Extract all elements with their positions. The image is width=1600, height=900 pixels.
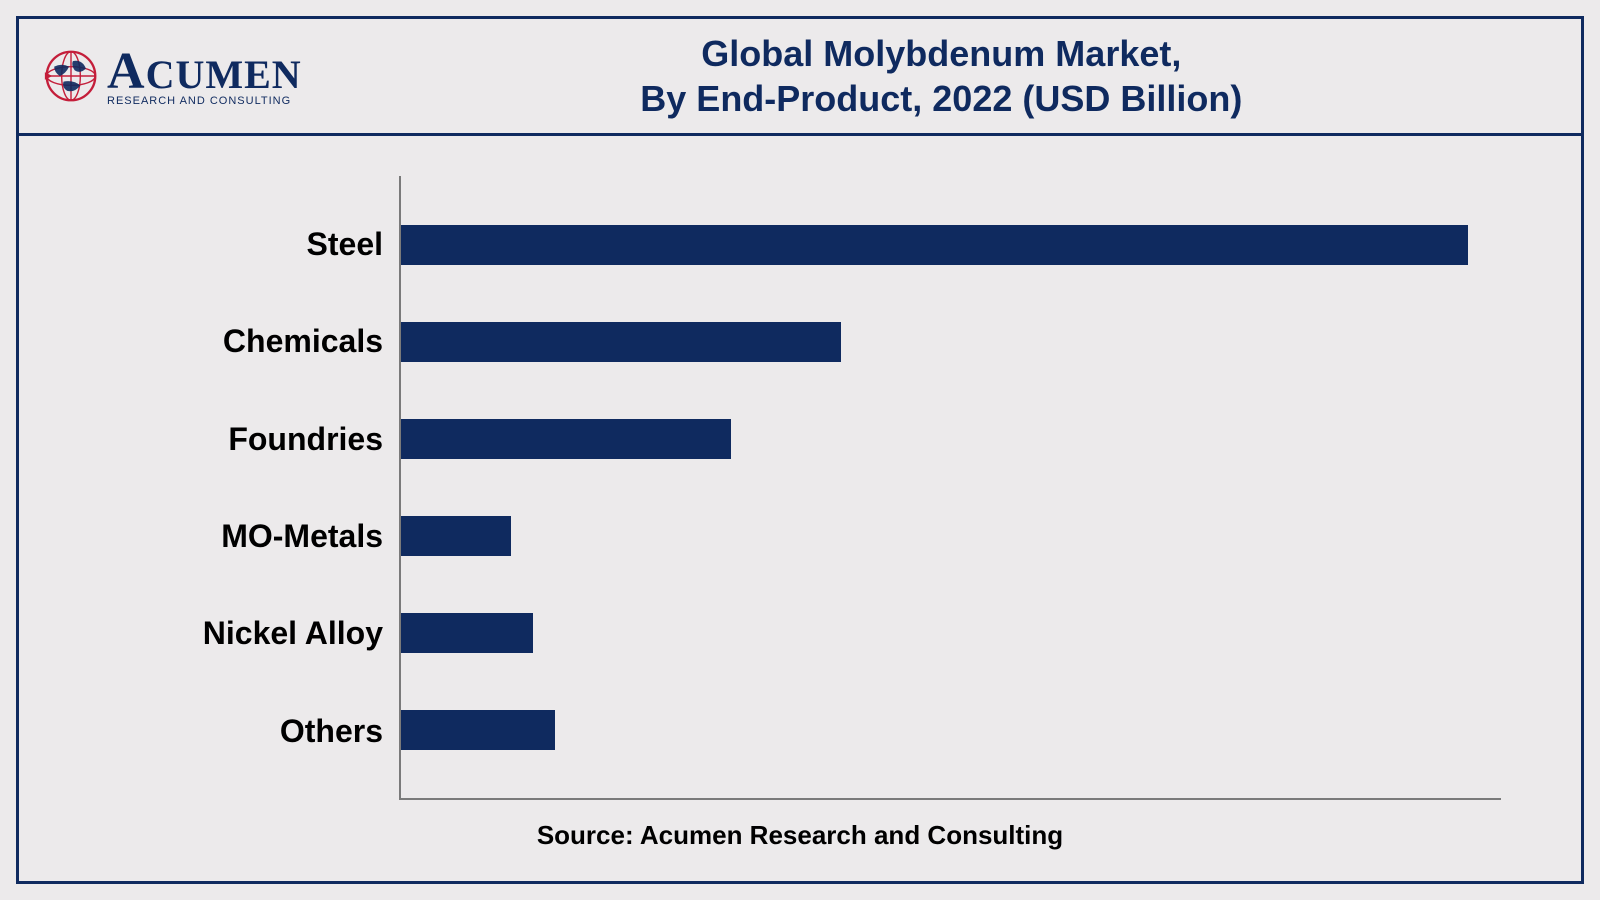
- logo-sub: RESEARCH AND CONSULTING: [107, 96, 302, 107]
- bar: [401, 710, 555, 750]
- category-label: Others: [99, 713, 399, 750]
- bar: [401, 419, 731, 459]
- chart-title: Global Molybdenum Market, By End-Product…: [326, 31, 1557, 121]
- category-label: Foundries: [99, 421, 399, 458]
- chart-plot: Steel Chemicals Foundries MO-Metals Nick…: [99, 176, 1501, 800]
- category-label: Chemicals: [99, 323, 399, 360]
- logo-main: ACUMEN: [107, 46, 302, 98]
- bar: [401, 516, 511, 556]
- bar: [401, 225, 1468, 265]
- bar: [401, 613, 533, 653]
- logo-text: ACUMEN RESEARCH AND CONSULTING: [107, 46, 302, 107]
- bar: [401, 322, 841, 362]
- logo: ACUMEN RESEARCH AND CONSULTING: [43, 46, 302, 107]
- logo-main-rest: CUMEN: [146, 52, 302, 97]
- y-axis-labels: Steel Chemicals Foundries MO-Metals Nick…: [99, 176, 399, 800]
- category-label: Nickel Alloy: [99, 615, 399, 652]
- source-text: Source: Acumen Research and Consulting: [99, 800, 1501, 861]
- globe-icon: [43, 48, 99, 104]
- outer-frame: ACUMEN RESEARCH AND CONSULTING Global Mo…: [16, 16, 1584, 884]
- header-box: ACUMEN RESEARCH AND CONSULTING Global Mo…: [19, 19, 1581, 136]
- title-line-2: By End-Product, 2022 (USD Billion): [326, 76, 1557, 121]
- bars-container: [399, 176, 1501, 800]
- title-line-1: Global Molybdenum Market,: [326, 31, 1557, 76]
- category-label: MO-Metals: [99, 518, 399, 555]
- category-label: Steel: [99, 226, 399, 263]
- chart-area: Steel Chemicals Foundries MO-Metals Nick…: [19, 136, 1581, 881]
